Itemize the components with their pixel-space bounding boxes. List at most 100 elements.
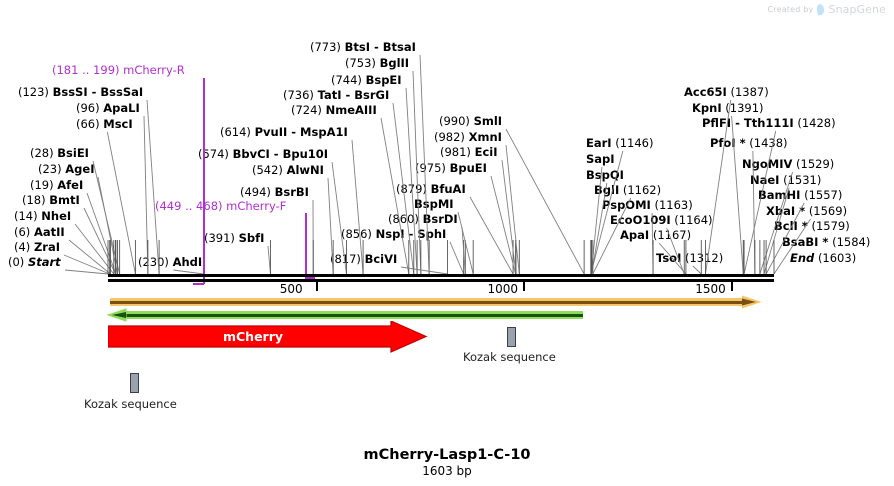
enzyme-position: (1603) xyxy=(817,251,857,265)
enzyme-label[interactable]: (123) BssSI - BssSaI xyxy=(18,86,143,98)
primer-name: mCherry-F xyxy=(226,199,287,213)
enzyme-label[interactable]: PspOMI (1163) xyxy=(602,199,693,211)
primer-range: (449 .. 468) xyxy=(155,199,223,213)
enzyme-label[interactable]: EarI (1146) xyxy=(586,137,653,149)
enzyme-label[interactable]: (736) TatI - BsrGI xyxy=(283,89,389,101)
page-title: mCherry-Lasp1-C-10 xyxy=(363,447,531,463)
enzyme-label[interactable]: BglI (1162) xyxy=(594,184,661,196)
enzyme-label[interactable]: (14) NheI xyxy=(14,210,71,222)
enzyme-label[interactable]: NaeI (1531) xyxy=(750,174,821,186)
enzyme-name: PflFI - Tth111I xyxy=(702,116,794,130)
enzyme-position: (736) xyxy=(283,88,314,102)
enzyme-label[interactable]: (391) SbfI xyxy=(204,232,264,244)
enzyme-position: (18) xyxy=(22,193,46,207)
enzyme-label[interactable]: (66) MscI xyxy=(76,118,133,130)
enzyme-label[interactable]: ApaI (1167) xyxy=(620,229,691,241)
enzyme-name: KpnI xyxy=(692,101,722,115)
enzyme-position: (19) xyxy=(30,178,54,192)
enzyme-label[interactable]: (753) BglII xyxy=(345,57,409,69)
enzyme-position: (879) xyxy=(396,182,427,196)
kozak-sequence-caption-right: Kozak sequence xyxy=(463,350,556,364)
enzyme-name: Acc65I xyxy=(684,85,727,99)
enzyme-position: (96) xyxy=(76,101,100,115)
enzyme-label[interactable]: BsaBI * (1584) xyxy=(782,236,870,248)
enzyme-label[interactable]: (230) AhdI xyxy=(138,256,202,268)
enzyme-label[interactable]: (6) AatII xyxy=(14,226,65,238)
enzyme-label[interactable]: End (1603) xyxy=(790,252,856,264)
enzyme-label[interactable]: XbaI * (1569) xyxy=(766,205,847,217)
enzyme-position: (1387) xyxy=(730,85,769,99)
enzyme-position: (724) xyxy=(291,103,322,117)
enzyme-position: (1531) xyxy=(783,173,822,187)
enzyme-label[interactable]: BclI * (1579) xyxy=(774,220,850,232)
enzyme-name: ApaLI xyxy=(103,101,140,115)
enzyme-label[interactable]: (982) XmnI xyxy=(434,131,502,143)
enzyme-label[interactable]: (18) BmtI xyxy=(22,194,80,206)
enzyme-label[interactable]: (4) ZraI xyxy=(14,241,60,253)
enzyme-label[interactable]: (19) AfeI xyxy=(30,179,83,191)
enzyme-name: NgoMIV xyxy=(742,157,793,171)
enzyme-label[interactable]: (542) AlwNI xyxy=(252,164,324,176)
enzyme-label[interactable]: TsoI (1312) xyxy=(656,252,723,264)
enzyme-position: (856) xyxy=(341,227,372,241)
enzyme-label[interactable]: PflFI - Tth111I (1428) xyxy=(702,117,836,129)
feature-mcherry-arrow[interactable] xyxy=(108,321,428,353)
ruler-bar-bottom xyxy=(108,279,774,282)
enzyme-label[interactable]: (744) BspEI xyxy=(331,74,402,86)
enzyme-label[interactable]: (23) AgeI xyxy=(38,163,94,175)
enzyme-label[interactable]: (773) BtsI - BtsaI xyxy=(310,41,416,53)
enzyme-leader-line xyxy=(692,265,702,275)
enzyme-label[interactable]: NgoMIV (1529) xyxy=(742,158,834,170)
enzyme-label[interactable]: (0) Start xyxy=(8,256,61,268)
enzyme-position: (773) xyxy=(310,40,341,54)
enzyme-label[interactable]: BamHI (1557) xyxy=(758,189,842,201)
enzyme-name: TatI - BsrGI xyxy=(317,88,390,102)
enzyme-label[interactable]: BspQI xyxy=(586,169,624,181)
enzyme-name: NaeI xyxy=(750,173,780,187)
enzyme-name: BsrBI xyxy=(274,185,309,199)
enzyme-label[interactable]: KpnI (1391) xyxy=(692,102,764,114)
enzyme-label[interactable]: (817) BciVI xyxy=(330,253,397,265)
enzyme-label[interactable]: (614) PvuII - MspA1I xyxy=(220,126,348,138)
enzyme-name: BglI xyxy=(594,183,620,197)
enzyme-label[interactable]: BspMI xyxy=(414,198,454,210)
enzyme-label[interactable]: (96) ApaLI xyxy=(76,102,140,114)
enzyme-leader-line xyxy=(267,245,271,275)
enzyme-label[interactable]: (981) EciI xyxy=(440,146,498,158)
enzyme-leader-line xyxy=(92,160,121,275)
enzyme-position: (990) xyxy=(439,114,470,128)
enzyme-leader-line xyxy=(400,266,448,275)
enzyme-label[interactable]: (856) NspI - SphI xyxy=(341,228,446,240)
enzyme-label[interactable]: SapI xyxy=(586,153,615,165)
enzyme-label[interactable]: (494) BsrBI xyxy=(240,186,309,198)
enzyme-label[interactable]: (860) BsrDI xyxy=(388,213,458,225)
primer-mark-mcherry-r xyxy=(203,78,205,284)
enzyme-position: (1438) xyxy=(749,136,788,150)
enzyme-name: BsiEI xyxy=(57,146,89,160)
enzyme-name: BfuAI xyxy=(430,182,466,196)
enzyme-name: EarI xyxy=(586,136,612,150)
kozak-sequence-marker-left[interactable] xyxy=(130,373,139,393)
enzyme-label[interactable]: EcoO109I (1164) xyxy=(610,214,713,226)
enzyme-label[interactable]: (879) BfuAI xyxy=(396,183,466,195)
kozak-sequence-caption-left: Kozak sequence xyxy=(84,397,177,411)
enzyme-name: XbaI * xyxy=(766,204,806,218)
enzyme-position: (28) xyxy=(30,146,54,160)
enzyme-position: (123) xyxy=(18,85,49,99)
enzyme-leader-line xyxy=(86,192,117,275)
enzyme-leader-line xyxy=(743,130,777,275)
enzyme-label[interactable]: (724) NmeAIII xyxy=(291,104,377,116)
enzyme-position: (1569) xyxy=(808,204,848,218)
enzyme-position: (230) xyxy=(138,255,169,269)
enzyme-label[interactable]: PfoI * (1438) xyxy=(710,137,788,149)
enzyme-label[interactable]: (975) BpuEI xyxy=(415,162,487,174)
enzyme-position: (981) xyxy=(440,145,471,159)
enzyme-label[interactable]: (990) SmlI xyxy=(439,115,502,127)
kozak-sequence-marker-right[interactable] xyxy=(507,327,516,347)
snapgene-watermark: Created by SnapGene xyxy=(767,3,886,16)
enzyme-label[interactable]: (28) BsiEI xyxy=(30,147,89,159)
enzyme-label[interactable]: Acc65I (1387) xyxy=(684,86,769,98)
enzyme-position: (1529) xyxy=(796,157,835,171)
enzyme-label[interactable]: (574) BbvCI - Bpu10I xyxy=(198,148,328,160)
